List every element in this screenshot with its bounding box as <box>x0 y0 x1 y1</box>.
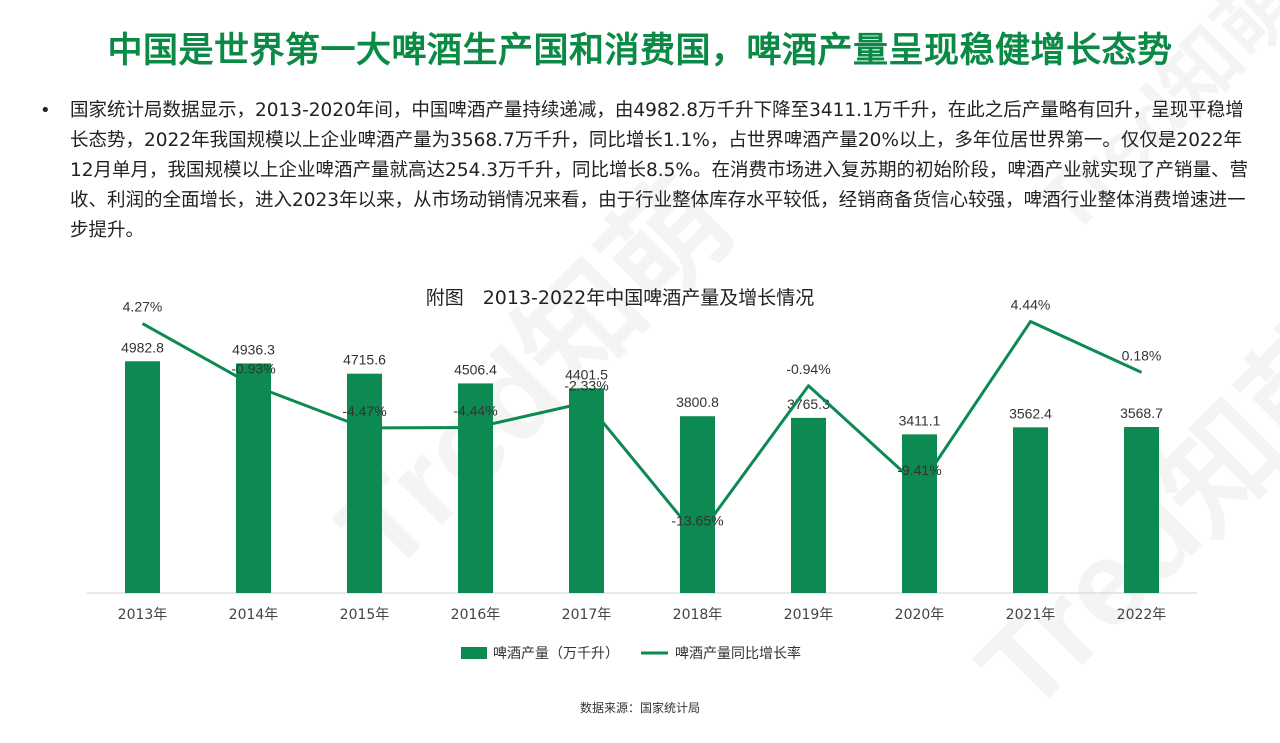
growth-value-label: -13.65% <box>671 512 723 528</box>
bar-value-label: 4715.6 <box>343 352 386 368</box>
x-tick-label: 2017年 <box>562 607 612 623</box>
x-tick-label: 2014年 <box>229 607 279 623</box>
bar <box>791 418 826 593</box>
x-tick-label: 2020年 <box>895 607 945 623</box>
growth-value-label: 4.27% <box>123 299 163 315</box>
x-tick-label: 2022年 <box>1117 607 1167 623</box>
growth-value-label: -0.93% <box>231 361 275 377</box>
bar-value-label: 3800.8 <box>676 394 719 410</box>
growth-line <box>143 322 1142 538</box>
chart: 4982.8 2013年 4936.3 2014年 4715.6 2015年 4506.4 2… <box>0 0 1280 720</box>
bar-value-label: 3568.7 <box>1120 405 1163 421</box>
legend-line-label: 啤酒产量同比增长率 <box>675 645 801 662</box>
x-tick-label: 2015年 <box>340 607 390 623</box>
bar <box>902 434 937 593</box>
growth-value-label: 4.44% <box>1011 297 1051 313</box>
bar-value-label: 4936.3 <box>232 341 275 357</box>
bar-value-label: 3562.4 <box>1009 405 1052 421</box>
x-tick-label: 2016年 <box>451 607 501 623</box>
growth-value-label: -4.44% <box>453 403 497 419</box>
x-tick-label: 2019年 <box>784 607 834 623</box>
x-tick-label: 2021年 <box>1006 607 1056 623</box>
legend-bar-label: 啤酒产量（万千升） <box>493 646 619 662</box>
growth-value-label: -0.94% <box>786 361 830 377</box>
growth-value-label: -2.33% <box>564 377 608 393</box>
bar <box>1013 427 1048 593</box>
x-tick-label: 2018年 <box>673 607 723 623</box>
legend-bar-swatch <box>461 647 487 659</box>
bar-value-label: 4506.4 <box>454 361 497 377</box>
bar-value-label: 4982.8 <box>121 339 164 355</box>
x-tick-label: 2013年 <box>118 607 168 623</box>
growth-value-label: 0.18% <box>1122 347 1162 363</box>
bar <box>680 416 715 593</box>
growth-value-label: -4.47% <box>342 403 386 419</box>
source-note: 数据来源：国家统计局 <box>0 699 1280 716</box>
bar <box>125 361 160 593</box>
growth-value-label: -9.41% <box>897 462 941 478</box>
bar-value-label: 3411.1 <box>899 412 941 428</box>
bar <box>236 363 271 593</box>
bar <box>1124 427 1159 593</box>
